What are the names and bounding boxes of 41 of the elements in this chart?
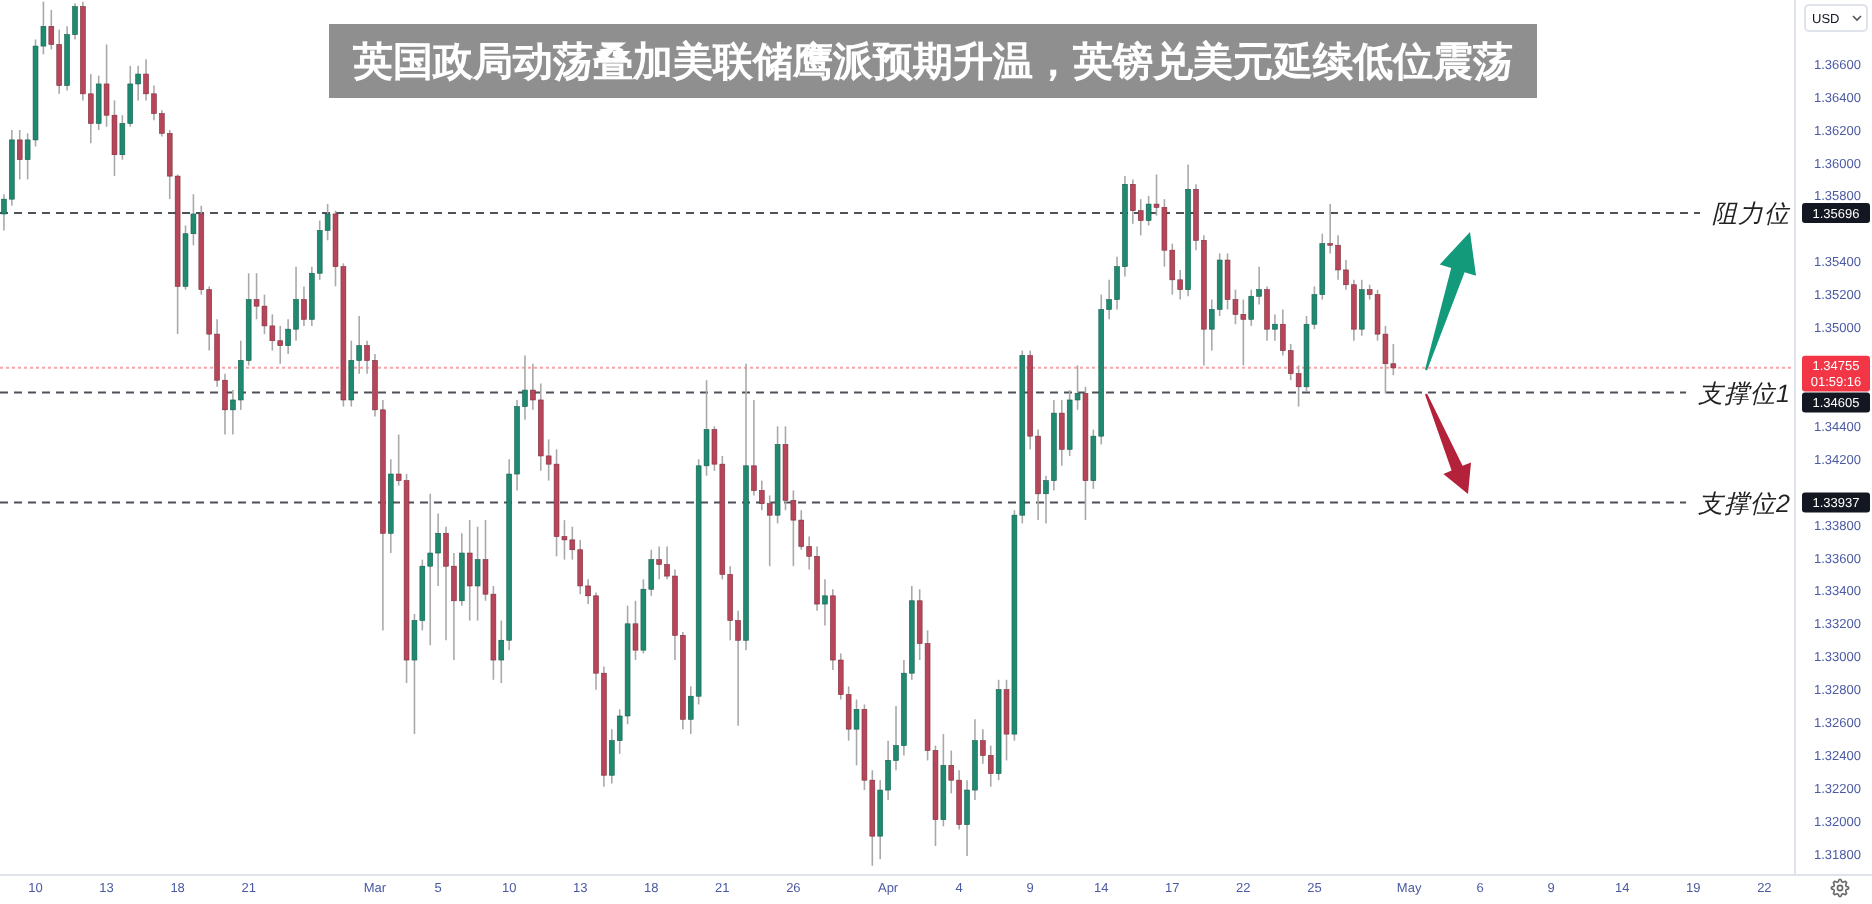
candlestick: [1240, 298, 1247, 367]
candlestick: [766, 494, 773, 568]
candlestick: [261, 293, 268, 335]
candlestick: [1059, 399, 1065, 467]
candlestick: [427, 492, 433, 647]
candlestick: [577, 539, 583, 595]
candlestick: [435, 512, 441, 587]
candlestick: [1130, 178, 1136, 225]
candlestick: [1272, 313, 1278, 342]
candlestick: [632, 599, 639, 661]
candlestick: [956, 769, 962, 831]
candlestick: [56, 28, 62, 95]
candlestick: [277, 325, 283, 365]
candlestick: [443, 525, 449, 642]
candlestick: [269, 313, 276, 352]
candlestick: [301, 285, 307, 327]
candlestick: [348, 339, 355, 408]
title: 英国政局动荡叠加美联储鹰派预期升温，英镑兑美元延续低位震荡: [329, 24, 1537, 98]
candlestick: [466, 519, 473, 622]
candlestick: [1145, 195, 1152, 227]
candlestick: [656, 545, 662, 581]
candlestick: [1335, 234, 1341, 281]
candlestick: [1264, 285, 1270, 342]
candlestick: [1003, 678, 1010, 762]
ref-line-label: 支撑位2: [1698, 489, 1791, 518]
candlestick: [459, 532, 465, 607]
ref-line-label: 阻力位: [1712, 199, 1792, 228]
candlestick: [751, 399, 757, 497]
candlestick: [1359, 279, 1365, 337]
candlestick: [474, 525, 481, 622]
candlestick: [1248, 288, 1254, 327]
candlestick: [253, 272, 260, 321]
candlestick: [822, 578, 828, 627]
candlestick: [293, 265, 299, 342]
candlestick: [987, 744, 994, 788]
candlestick: [814, 545, 820, 612]
candlestick: [853, 698, 860, 767]
candlestick: [16, 129, 23, 181]
candlestick: [1224, 252, 1231, 311]
candlestick: [95, 74, 102, 131]
ref-line-label: 支撑位1: [1698, 379, 1790, 408]
